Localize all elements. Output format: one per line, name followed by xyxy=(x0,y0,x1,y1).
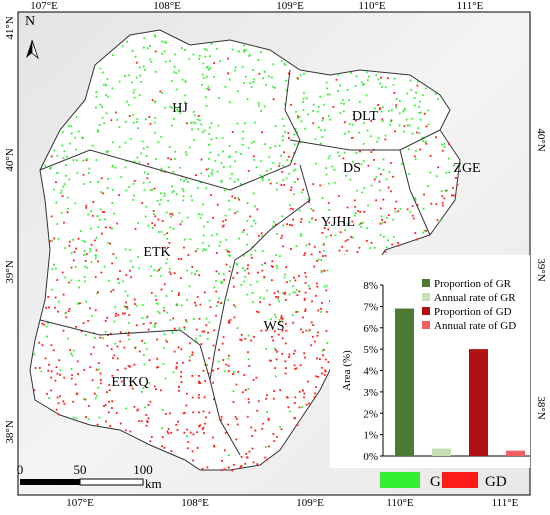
legend-swatch xyxy=(422,293,430,301)
inset-background xyxy=(330,255,530,468)
scale-label: 0 xyxy=(17,462,24,477)
lat-label: 40°N xyxy=(535,128,547,151)
y-tick-label: 7% xyxy=(363,301,378,313)
lon-label: 111°E xyxy=(457,0,484,12)
lon-label: 110°E xyxy=(386,497,413,509)
legend-label: GD xyxy=(485,474,507,490)
north-arrow xyxy=(26,39,39,60)
lat-label: 39°N xyxy=(4,260,16,283)
legend-label: Proportion of GD xyxy=(434,306,512,318)
legend-swatch xyxy=(422,321,430,329)
y-tick-label: 3% xyxy=(363,387,378,399)
lon-label: 109°E xyxy=(276,0,304,12)
y-tick-label: 8% xyxy=(363,280,378,292)
legend-swatch xyxy=(380,472,420,488)
lat-label: 39°N xyxy=(535,258,547,281)
y-tick-label: 6% xyxy=(363,323,378,335)
bar xyxy=(395,308,414,456)
lon-label: 108°E xyxy=(181,497,209,509)
lon-label: 109°E xyxy=(296,497,324,509)
legend-label: Annual rate of GR xyxy=(434,292,516,304)
y-axis-title: Area (%) xyxy=(341,350,353,391)
region-label: HJ xyxy=(172,101,188,116)
north-label: N xyxy=(25,14,35,29)
lon-label: 110°E xyxy=(358,0,385,12)
lat-label: 41°N xyxy=(4,16,16,39)
scale-bar xyxy=(20,478,144,486)
y-tick-label: 5% xyxy=(363,344,378,356)
bar xyxy=(469,349,488,456)
lon-label: 108°E xyxy=(153,0,181,12)
region-label: DS xyxy=(343,161,361,176)
y-tick-label: 2% xyxy=(363,408,378,420)
region-label: YJHL xyxy=(321,215,355,230)
scale-label: 50 xyxy=(74,462,87,477)
pixel-layer xyxy=(33,34,459,472)
region-label: WS xyxy=(264,319,285,334)
lat-label: 38°N xyxy=(535,396,547,419)
legend-swatch xyxy=(422,279,430,287)
lon-label: 107°E xyxy=(30,0,58,12)
legend-swatch xyxy=(442,472,478,488)
lon-label: 107°E xyxy=(66,497,94,509)
region-label: ETKQ xyxy=(111,375,148,390)
bar xyxy=(432,448,451,456)
legend-swatch xyxy=(422,307,430,315)
y-tick-label: 4% xyxy=(363,366,378,378)
region-label: ZGE xyxy=(453,161,480,176)
scale-unit: km xyxy=(145,476,162,491)
bar xyxy=(506,450,525,456)
region-label: DLT xyxy=(352,109,378,124)
y-tick-label: 0% xyxy=(363,451,378,463)
lat-label: 38°N xyxy=(4,420,16,443)
scale-label: 100 xyxy=(133,462,153,477)
legend-label: Annual rate of GD xyxy=(434,320,516,332)
region-label: ETK xyxy=(143,245,170,260)
boundaries xyxy=(39,69,441,456)
y-tick-label: 1% xyxy=(363,430,378,442)
lat-label: 40°N xyxy=(4,148,16,171)
legend-label: Proportion of GR xyxy=(434,278,512,290)
lon-label: 111°E xyxy=(492,497,519,509)
